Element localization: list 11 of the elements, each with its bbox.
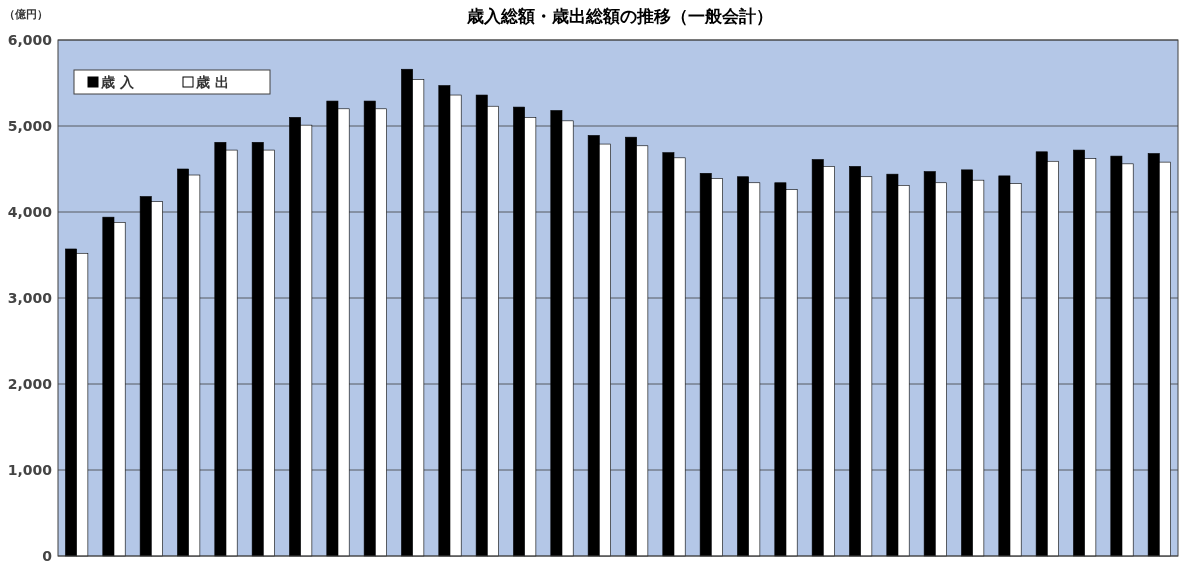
- legend-label: 歳 入: [100, 74, 135, 90]
- y-tick-label: 6,000: [7, 32, 53, 48]
- y-axis-title: （億円）: [4, 8, 48, 21]
- y-tick-label: 4,000: [7, 204, 53, 220]
- y-tick-label: 3,000: [7, 290, 53, 306]
- y-tick-label: 0: [42, 548, 53, 564]
- y-tick-label: 2,000: [7, 376, 53, 392]
- y-tick-label: 5,000: [7, 118, 53, 134]
- chart-title: 歳入総額・歳出総額の推移（一般会計）: [466, 6, 773, 26]
- legend-label: 歳 出: [195, 74, 229, 90]
- y-tick-label: 1,000: [7, 462, 53, 478]
